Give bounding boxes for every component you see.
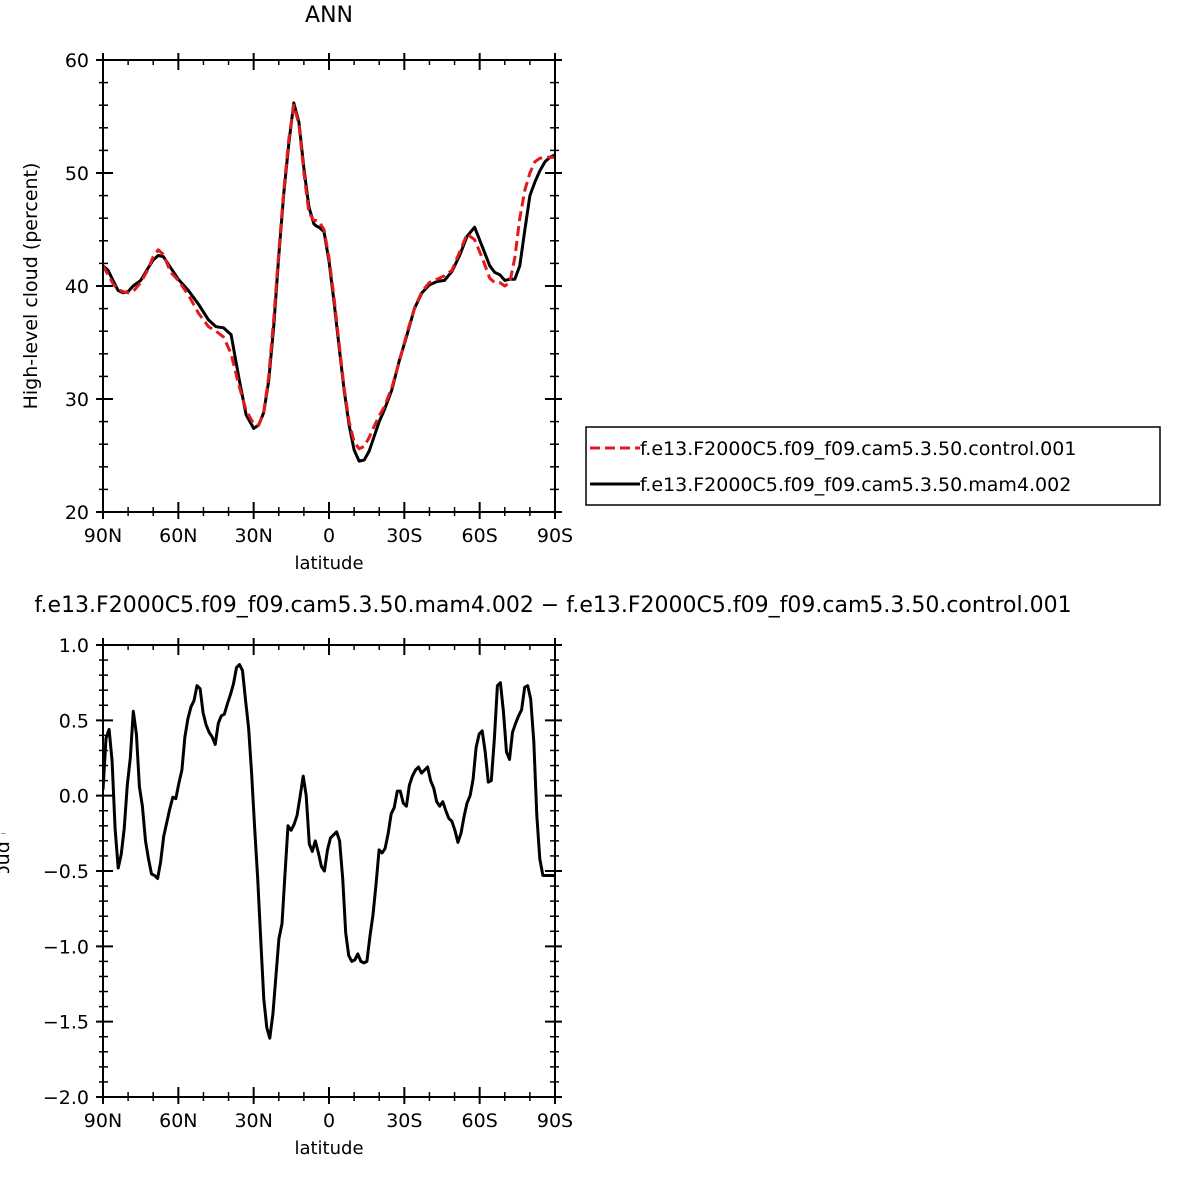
x-tick-label: 30N (234, 525, 272, 547)
chart-title: ANN (305, 3, 353, 28)
y-tick-label: 40 (65, 276, 89, 298)
y-tick-label: 60 (65, 50, 89, 72)
legend-box (585, 426, 1161, 506)
chart-title: f.e13.F2000C5.f09_f09.cam5.3.50.mam4.002… (34, 593, 1071, 618)
x-axis-label: latitude (294, 553, 363, 574)
y-axis-label: High-level cloud (percent) (0, 748, 14, 995)
x-tick-label: 60S (462, 1110, 498, 1132)
x-tick-label: 0 (323, 1110, 335, 1132)
x-tick-label: 60N (159, 1110, 197, 1132)
plot-frame (102, 59, 556, 513)
x-tick-label: 90N (84, 525, 122, 547)
chart-panel-1: 90N 60N 30N 0 30S 60S 90S 20 30 40 50 60 latitude ANN… (20, 3, 573, 574)
y-tick-label: −1.5 (43, 1012, 89, 1034)
plot-frame (102, 644, 556, 1098)
x-tick-label: 90N (84, 1110, 122, 1132)
series-line-difference (103, 663, 555, 1040)
x-tick-label: 30N (234, 1110, 272, 1132)
y-tick-label: −1.0 (43, 936, 89, 958)
x-tick-label: 0 (323, 525, 335, 547)
x-tick-label: 30S (386, 525, 422, 547)
x-tick-label: 90S (537, 525, 573, 547)
x-axis-label: latitude (294, 1138, 363, 1159)
y-tick-label: 0.5 (59, 710, 89, 732)
legend: f.e13.F2000C5.f09_f09.cam5.3.50.control.… (585, 426, 1161, 506)
x-tick-label: 30S (386, 1110, 422, 1132)
y-tick-label: 1.0 (59, 635, 89, 657)
legend-label: f.e13.F2000C5.f09_f09.cam5.3.50.control.… (640, 438, 1076, 460)
x-tick-label: 90S (537, 1110, 573, 1132)
y-tick-label: −0.5 (43, 861, 89, 883)
series-line-control (103, 103, 555, 451)
y-tick-label: 20 (65, 502, 89, 524)
series-line-mam4 (103, 101, 555, 463)
chart-panel-2: 90N 60N 30N 0 30S 60S 90S −2.0 −1.5 −1.0 −0.5 0.0 0.… (0, 593, 1072, 1159)
legend-label: f.e13.F2000C5.f09_f09.cam5.3.50.mam4.002 (640, 474, 1071, 496)
y-tick-label: 50 (65, 163, 89, 185)
x-tick-label: 60N (159, 525, 197, 547)
x-tick-label: 60S (462, 525, 498, 547)
y-tick-label: 0.0 (59, 786, 89, 808)
y-axis-label: High-level cloud (percent) (20, 163, 42, 410)
y-tick-label: −2.0 (43, 1087, 89, 1109)
y-tick-label: 30 (65, 389, 89, 411)
